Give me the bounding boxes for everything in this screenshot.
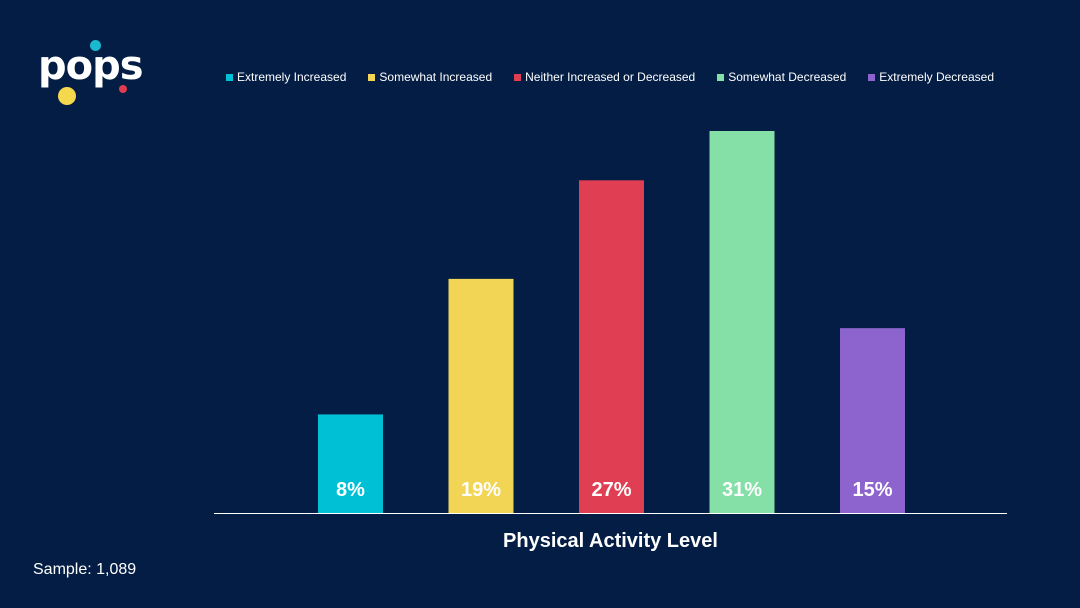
legend-swatch [868, 73, 876, 81]
legend-swatch [717, 73, 725, 81]
legend-label: Extremely Decreased [879, 70, 994, 84]
bar [840, 328, 905, 513]
bar [318, 414, 383, 513]
bar [709, 131, 775, 513]
legend-item: Somewhat Increased [368, 70, 492, 84]
legend-swatch [368, 73, 376, 81]
legend-swatch [514, 73, 522, 81]
x-axis-label: Physical Activity Level [503, 530, 718, 552]
sample-size-text: Sample: 1,089 [33, 561, 137, 578]
bar-value-label: 19% [461, 479, 501, 501]
legend-item: Neither Increased or Decreased [514, 70, 695, 84]
bar-value-label: 31% [722, 479, 762, 501]
legend-label: Extremely Increased [237, 70, 347, 84]
legend-label: Somewhat Increased [379, 70, 493, 84]
logo-dot-yellow [58, 87, 76, 105]
bar-value-label: 15% [852, 479, 892, 501]
logo-dot-cyan [90, 40, 101, 51]
legend-label: Neither Increased or Decreased [525, 70, 696, 84]
pops-logo: pops [38, 38, 158, 108]
logo-text: pops [38, 43, 144, 89]
legend-item: Extremely Decreased [868, 70, 994, 84]
legend-item: Somewhat Decreased [717, 70, 846, 84]
bar-value-label: 8% [336, 479, 365, 501]
bar [579, 180, 644, 513]
legend-label: Somewhat Decreased [728, 70, 847, 84]
logo-dot-red [119, 85, 127, 93]
bar-value-label: 27% [591, 479, 631, 501]
legend-swatch [226, 73, 233, 81]
bar [448, 278, 514, 513]
chart-legend: Extremely Increased Somewhat Increased N… [226, 70, 994, 84]
legend-item: Extremely Increased [226, 70, 346, 84]
